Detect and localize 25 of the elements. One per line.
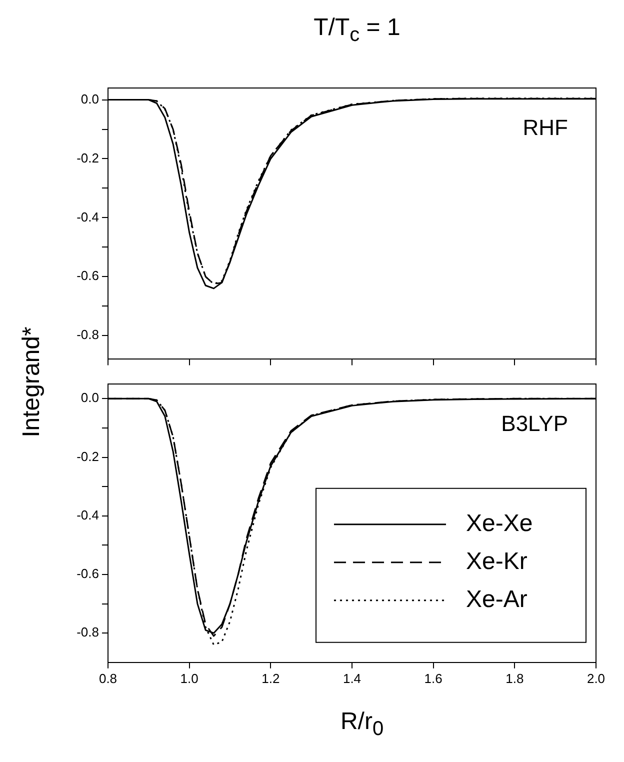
chart-title: T/T$_{c}$ = 1	[312, 13, 402, 48]
y-tick-label: 0.0	[80, 390, 99, 406]
annotation: B3LYP	[501, 411, 568, 436]
legend-label: Xe-Ar	[466, 586, 528, 614]
x-tick-label: 1.4	[342, 670, 362, 686]
y-tick-label: -0.6	[76, 268, 99, 284]
y-tick-label: -0.2	[76, 448, 99, 464]
y-tick-label: -0.8	[76, 327, 99, 342]
x-tick-label: 2.0	[586, 670, 606, 686]
y-tick-label: -0.2	[76, 150, 99, 166]
x-tick-label: 1.2	[262, 670, 280, 686]
legend-label: Xe-Kr	[466, 548, 528, 576]
y-axis-title: Integrand*	[18, 326, 46, 438]
y-tick-label: 0.0	[80, 91, 99, 106]
y-tick-label: -0.8	[76, 624, 99, 640]
legend-label: Xe-Xe	[466, 510, 533, 538]
x-tick-label: 1.6	[424, 670, 442, 686]
y-tick-label: -0.6	[76, 566, 99, 582]
x-tick-label: 0.8	[98, 670, 118, 686]
x-tick-label: 1.0	[180, 670, 198, 686]
x-axis-title: R/r$_{0}$	[339, 708, 385, 741]
x-tick-label: 1.8	[506, 670, 524, 686]
y-tick-label: -0.4	[76, 209, 99, 224]
y-tick-label: -0.4	[76, 507, 99, 522]
annotation: RHF	[522, 115, 568, 140]
